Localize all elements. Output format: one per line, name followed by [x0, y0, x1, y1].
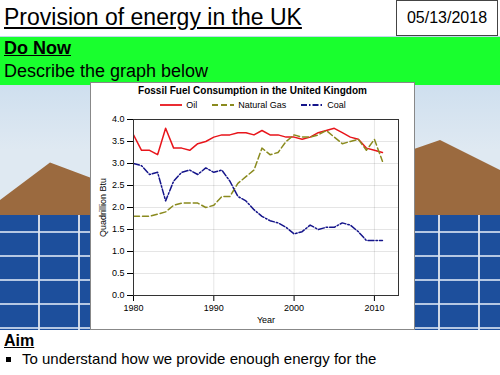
svg-text:1.5: 1.5 [112, 224, 125, 234]
html-text:Do Now: Do Now [4, 38, 71, 58]
svg-text:0.0: 0.0 [112, 290, 125, 300]
svg-text:0.5: 0.5 [112, 268, 125, 278]
svg-text:Year: Year [257, 315, 275, 325]
svg-text:2.0: 2.0 [112, 202, 125, 212]
svg-text:1990: 1990 [204, 303, 224, 313]
html-text:Natural Gas: Natural Gas [238, 99, 287, 110]
html-text:Fossil Fuel Consumption in the: Fossil Fuel Consumption in the United Ki… [138, 85, 367, 96]
html-text:Describe the graph below: Describe the graph below [4, 61, 209, 81]
svg-text:Quadrillion Btu: Quadrillion Btu [98, 178, 108, 237]
svg-text:3.0: 3.0 [112, 158, 125, 168]
svg-text:1.0: 1.0 [112, 246, 125, 256]
svg-text:2000: 2000 [284, 303, 304, 313]
html-text:Coal: Coal [327, 99, 346, 110]
svg-text:4.0: 4.0 [112, 114, 125, 124]
svg-text:2.5: 2.5 [112, 180, 125, 190]
html-text:To understand how we provide e: To understand how we provide enough ener… [22, 350, 377, 367]
svg-text:3.5: 3.5 [112, 136, 125, 146]
svg-text:2010: 2010 [364, 303, 384, 313]
html-text:Provision of energy in the UK: Provision of energy in the UK [4, 4, 302, 30]
html-text:Aim: Aim [4, 332, 35, 349]
html-text:Oil: Oil [186, 99, 198, 110]
svg-text:1980: 1980 [123, 303, 143, 313]
html-text:05/13/2018: 05/13/2018 [407, 9, 487, 26]
